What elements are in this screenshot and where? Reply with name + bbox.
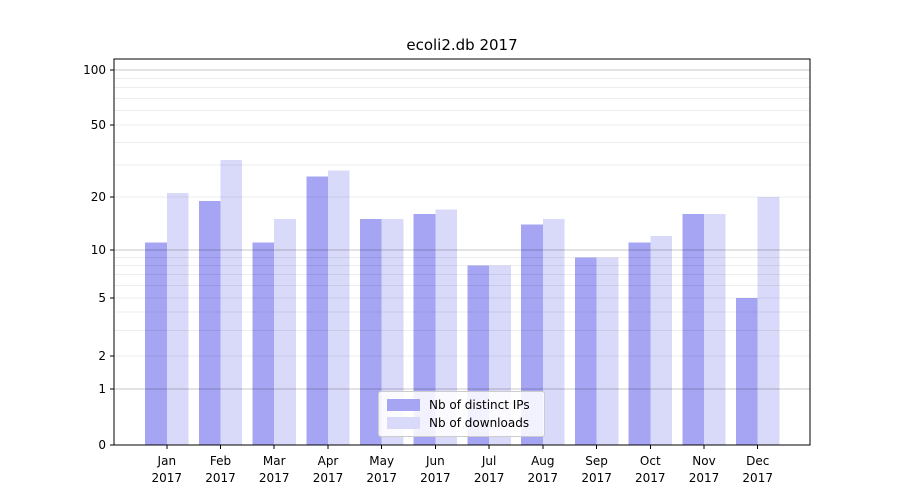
x-tick-label-year: 2017 — [581, 471, 612, 485]
bar-nov-nb-of-distinct-ips — [682, 214, 704, 445]
x-tick-label-month: Aug — [531, 454, 554, 468]
plot-border — [113, 58, 811, 446]
x-tick-label-year: 2017 — [420, 471, 451, 485]
y-tick-label: 100 — [83, 63, 106, 77]
y-tick-label: 5 — [98, 291, 106, 305]
x-tick-label-year: 2017 — [528, 471, 559, 485]
x-tick-label-year: 2017 — [366, 471, 397, 485]
x-tick-label-month: Jul — [481, 454, 496, 468]
bar-mar-nb-of-downloads — [274, 219, 296, 445]
bar-apr-nb-of-downloads — [328, 170, 350, 445]
x-tick-label-month: Dec — [746, 454, 769, 468]
legend: Nb of distinct IPs Nb of downloads — [378, 391, 545, 437]
bar-aug-nb-of-distinct-ips — [521, 224, 543, 445]
x-tick-label-month: May — [369, 454, 394, 468]
bar-may-nb-of-distinct-ips — [360, 219, 382, 445]
x-tick-label-month: Jun — [425, 454, 445, 468]
x-tick-label-year: 2017 — [205, 471, 236, 485]
bar-nov-nb-of-downloads — [704, 214, 726, 445]
x-tick-label-month: Jan — [157, 454, 177, 468]
bar-dec-nb-of-distinct-ips — [736, 298, 758, 445]
x-tick-label-month: Apr — [318, 454, 339, 468]
bar-jun-nb-of-downloads — [435, 209, 458, 445]
chart-title: ecoli2.db 2017 — [406, 36, 518, 54]
bar-mar-nb-of-distinct-ips — [252, 242, 275, 445]
bar-jan-nb-of-distinct-ips — [145, 242, 167, 445]
bar-jan-nb-of-downloads — [166, 193, 189, 445]
legend-swatch-downloads-icon — [387, 417, 420, 429]
x-tick-label-month: Mar — [263, 454, 286, 468]
bar-feb-nb-of-distinct-ips — [198, 200, 221, 445]
x-tick-label-year: 2017 — [689, 471, 720, 485]
y-tick-label: 2 — [98, 349, 106, 363]
bar-feb-nb-of-downloads — [220, 160, 243, 445]
bar-oct-nb-of-distinct-ips — [628, 242, 651, 445]
bar-jun-nb-of-distinct-ips — [413, 214, 436, 445]
x-tick-label-month: Oct — [640, 454, 661, 468]
bar-apr-nb-of-distinct-ips — [306, 176, 328, 445]
legend-label-downloads: Nb of downloads — [429, 416, 530, 430]
x-tick-label-year: 2017 — [635, 471, 666, 485]
x-tick-label-year: 2017 — [742, 471, 773, 485]
x-tick-label-month: Feb — [210, 454, 231, 468]
y-tick-label: 1 — [98, 382, 106, 396]
x-tick-label-year: 2017 — [474, 471, 505, 485]
bar-aug-nb-of-downloads — [542, 219, 565, 445]
legend-label-distinct-ips: Nb of distinct IPs — [429, 398, 530, 412]
x-tick-label-month: Nov — [692, 454, 715, 468]
y-tick-label: 50 — [91, 118, 106, 132]
y-tick-label: 10 — [91, 243, 106, 257]
bar-dec-nb-of-downloads — [757, 197, 780, 445]
x-tick-label-year: 2017 — [152, 471, 183, 485]
x-tick-label-month: Sep — [585, 454, 608, 468]
bar-may-nb-of-downloads — [381, 219, 404, 445]
legend-swatch-ips-icon — [387, 399, 420, 411]
x-tick-label-year: 2017 — [313, 471, 344, 485]
bar-sep-nb-of-distinct-ips — [574, 257, 597, 445]
x-tick-label-year: 2017 — [259, 471, 290, 485]
bar-oct-nb-of-downloads — [650, 236, 672, 445]
y-tick-label: 0 — [98, 438, 106, 452]
y-tick-label: 20 — [91, 190, 106, 204]
legend-item-distinct-ips: Nb of distinct IPs — [387, 398, 536, 412]
legend-item-downloads: Nb of downloads — [387, 416, 536, 430]
bar-sep-nb-of-downloads — [596, 257, 619, 445]
